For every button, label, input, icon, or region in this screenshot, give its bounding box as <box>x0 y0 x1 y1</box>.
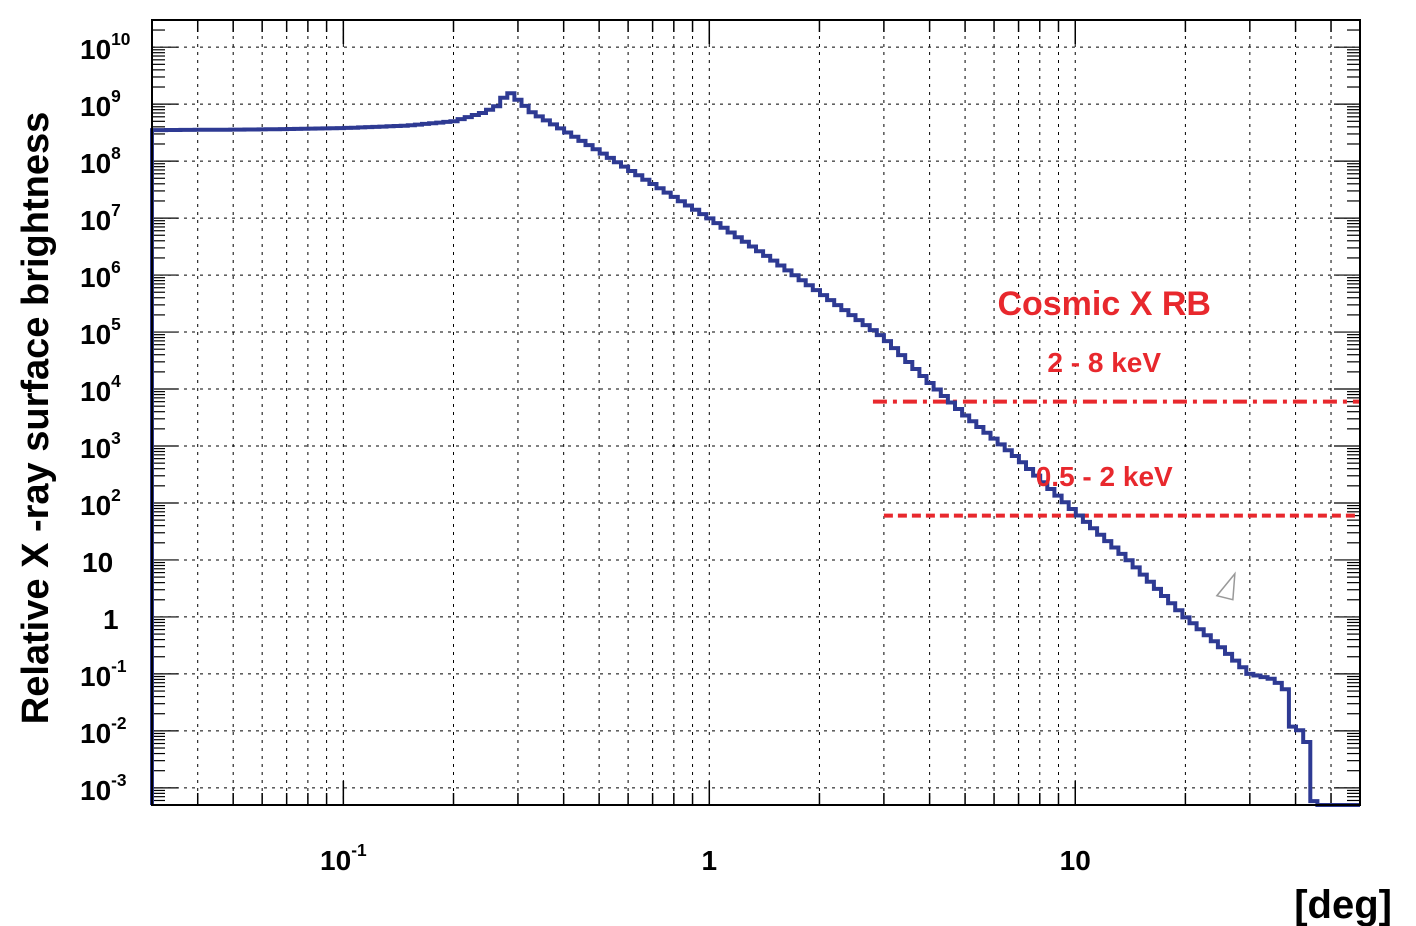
tick-base: 10 <box>80 319 111 350</box>
tick-base: 10 <box>80 718 111 749</box>
y-tick-labels: 101010910810710610510410310210110-110-21… <box>80 29 130 806</box>
tick-base: 10 <box>80 34 111 65</box>
y-axis-label: Relative X -ray surface brightness <box>15 112 57 724</box>
y-tick-label: 10-2 <box>80 713 127 749</box>
y-tick-label: 108 <box>80 143 121 179</box>
annotation-label: 0.5 - 2 keV <box>1036 461 1173 492</box>
y-tick-label: 10 <box>82 547 113 578</box>
tick-base: 10 <box>80 205 111 236</box>
x-axis-label: [deg] <box>1294 883 1392 926</box>
tick-exponent: 5 <box>111 314 121 334</box>
y-tick-label: 109 <box>80 86 121 122</box>
y-tick-label: 1010 <box>80 29 130 65</box>
tick-base: 10 <box>80 490 111 521</box>
tick-exponent: -2 <box>111 713 126 733</box>
y-tick-label: 1 <box>103 604 119 635</box>
markers <box>1215 571 1236 601</box>
annotations: Cosmic X RB 2 - 8 keV 0.5 - 2 keV <box>997 285 1211 492</box>
series-line <box>150 91 1360 807</box>
tick-exponent: 3 <box>111 428 121 448</box>
tick-exponent: 7 <box>111 200 121 220</box>
minor-ticks <box>152 20 1360 805</box>
tick-base: 10 <box>80 376 111 407</box>
tick-base: 10 <box>320 845 351 876</box>
annotation-label: 2 - 8 keV <box>1047 347 1161 378</box>
tick-exponent: -1 <box>351 840 367 860</box>
series-layer <box>150 91 1360 807</box>
x-tick-label: 10-1 <box>320 840 367 876</box>
tick-base: 10 <box>1060 845 1091 876</box>
x-tick-label: 1 <box>702 845 718 876</box>
tick-base: 10 <box>80 661 111 692</box>
annotation-label: Cosmic X RB <box>997 285 1211 323</box>
tick-exponent: 6 <box>111 257 121 277</box>
y-tick-label: 103 <box>80 428 121 464</box>
x-tick-labels: 10-1 1 10 <box>320 840 1091 876</box>
y-tick-label: 106 <box>80 257 121 293</box>
tick-base: 10 <box>80 91 111 122</box>
tick-exponent: 2 <box>111 485 121 505</box>
y-tick-label: 107 <box>80 200 121 236</box>
plot-frame <box>151 19 1361 806</box>
tick-base: 10 <box>80 262 111 293</box>
open-triangle-marker <box>1215 571 1236 601</box>
tick-exponent: 8 <box>111 143 121 163</box>
tick-exponent: -3 <box>111 770 127 790</box>
y-tick-label: 102 <box>80 485 121 521</box>
tick-exponent: 10 <box>111 29 130 49</box>
tick-base: 10 <box>82 547 113 578</box>
tick-base: 1 <box>103 604 119 635</box>
tick-base: 10 <box>80 148 111 179</box>
y-tick-label: 105 <box>80 314 121 350</box>
tick-base: 1 <box>702 845 718 876</box>
y-tick-label: 104 <box>80 371 121 407</box>
reference-lines <box>872 399 1360 518</box>
tick-exponent: -1 <box>111 656 127 676</box>
tick-base: 10 <box>80 433 111 464</box>
tick-base: 10 <box>80 775 111 806</box>
tick-exponent: 9 <box>111 86 121 106</box>
y-tick-label: 10-1 <box>80 656 127 692</box>
x-tick-label: 10 <box>1060 845 1091 876</box>
y-tick-label: 10-3 <box>80 770 127 806</box>
tick-exponent: 4 <box>111 371 121 391</box>
grid <box>152 20 1360 805</box>
